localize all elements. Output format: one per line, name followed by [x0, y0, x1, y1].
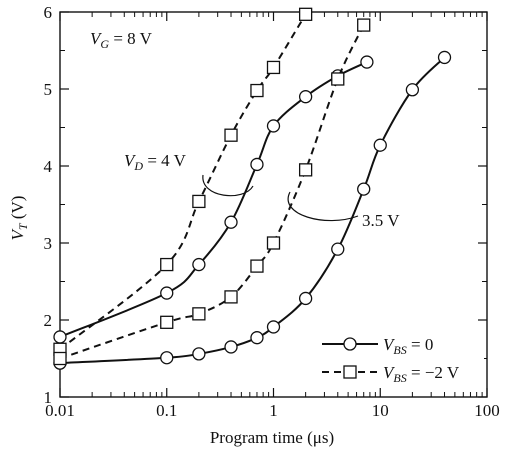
series-2-square-point: [192, 194, 206, 209]
series-layer: [53, 7, 452, 370]
series-2-square-point: [224, 128, 238, 142]
annotation-layer: VG = 8 V VD = 4 V 3.5 V: [90, 29, 400, 230]
y-tick-label: 3: [44, 234, 53, 253]
x-tick-label: 0.1: [156, 401, 177, 420]
series-1-line: [59, 61, 368, 338]
series-1-circle-point: [160, 286, 174, 300]
vd-3-5-annotation: 3.5 V: [362, 211, 400, 230]
series-4-square-point: [298, 163, 313, 177]
series-4-square-point: [331, 72, 345, 86]
series-3-circle-point: [331, 242, 345, 256]
y-tick-label: 5: [44, 80, 53, 99]
series-3-circle-point: [250, 331, 264, 345]
series-2-square-point: [250, 83, 264, 98]
legend-circle-marker: [343, 337, 357, 351]
series-4-square-point: [192, 307, 206, 321]
series-1-circle-point: [298, 90, 313, 104]
series-2-square-point: [298, 7, 313, 21]
series-1-circle-point: [224, 215, 238, 229]
x-tick-label: 100: [474, 401, 500, 420]
series-1-circle-point: [266, 119, 281, 133]
y-axis-label: VT (V): [8, 196, 30, 241]
series-4-square-point: [160, 315, 174, 329]
series-3-circle-point: [192, 347, 206, 361]
y-tick-label: 2: [44, 311, 53, 330]
series-4-square-point: [250, 259, 264, 273]
legend-label-vbs-minus-2: VBS = −2 V: [383, 363, 460, 385]
series-3-circle-point: [357, 182, 371, 196]
x-tick-label: 0.01: [45, 401, 75, 420]
legend-background: [312, 323, 484, 387]
vg-annotation: VG = 8 V: [90, 29, 153, 51]
series-1-circle-point: [250, 157, 264, 172]
x-tick-label: 1: [269, 401, 278, 420]
vd-annotation: VD = 4 V: [124, 151, 187, 173]
series-2-square-point: [266, 60, 281, 75]
axis-tick-labels: 0.01 0.1 1 10 100 1 2 3 4 5 6: [44, 3, 500, 420]
x-tick-label: 10: [372, 401, 389, 420]
series-4-square-point: [224, 290, 238, 304]
series-1-circle-point: [360, 55, 374, 69]
series-3-circle-point: [224, 340, 238, 354]
y-tick-label: 6: [44, 3, 53, 22]
series-4-square-point: [266, 236, 281, 250]
axis-ticks: [59, 11, 488, 398]
vd-4-bracket-arc: [202, 174, 254, 197]
series-3-circle-point: [266, 320, 281, 334]
series-4-square-point: [357, 18, 371, 32]
legend-label-vbs-0: VBS = 0: [383, 335, 433, 357]
y-tick-label: 1: [44, 388, 53, 407]
series-3-circle-point: [373, 138, 387, 152]
series-1-circle-point: [192, 257, 206, 272]
x-axis-label: Program time (μs): [210, 428, 334, 447]
vd-3-5-bracket-arc: [287, 191, 359, 222]
legend-square-marker: [343, 365, 357, 379]
series-3-circle-point: [160, 351, 174, 365]
series-2-square-point: [160, 257, 174, 272]
series-3-circle-point: [437, 50, 452, 65]
series-3-circle-point: [405, 83, 420, 97]
series-1-circle-point: [53, 330, 67, 344]
y-tick-label: 4: [44, 157, 53, 176]
series-4-square-point: [53, 351, 67, 366]
legend: VBS = 0 VBS = −2 V: [312, 323, 484, 387]
series-3-circle-point: [298, 291, 313, 306]
